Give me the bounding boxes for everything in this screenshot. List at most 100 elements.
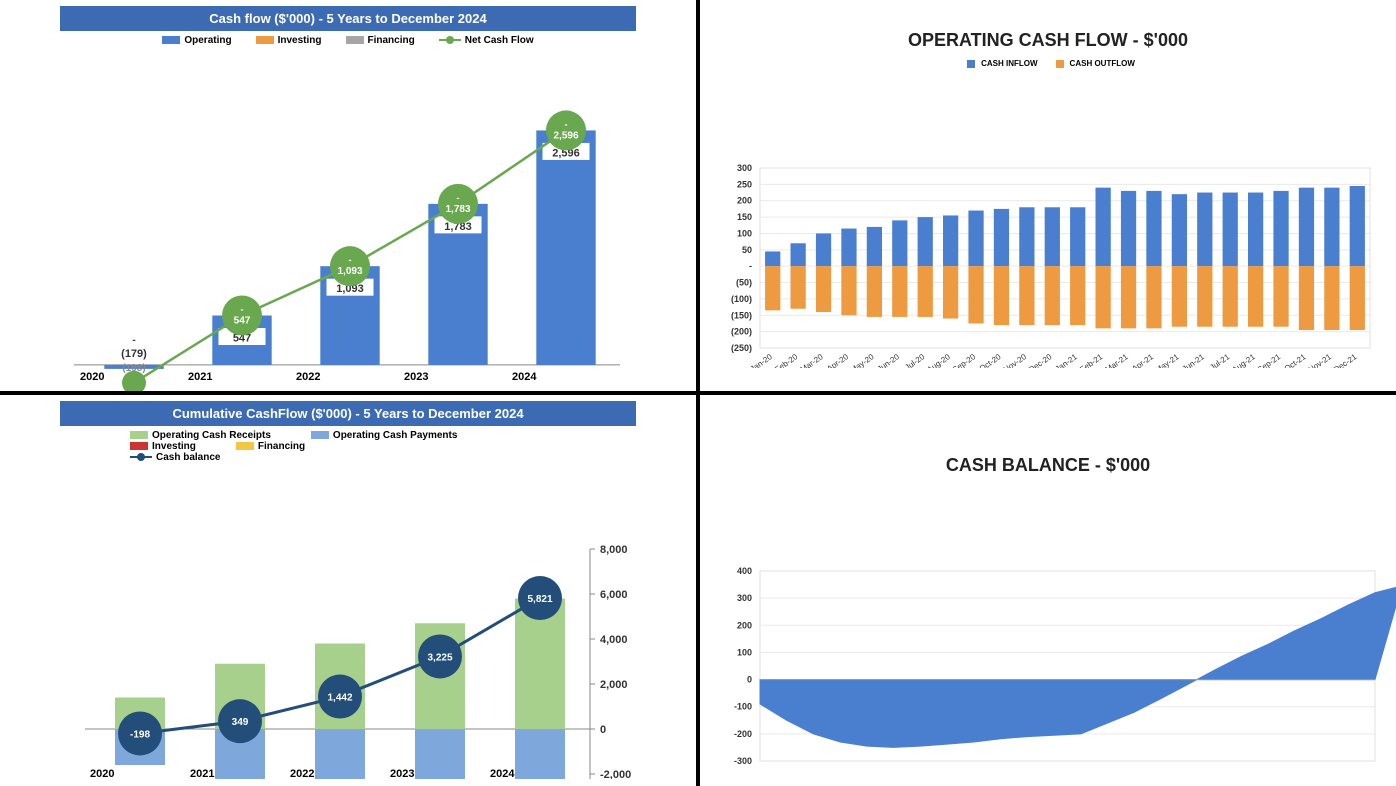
- svg-text:Mar-21: Mar-21: [1110, 765, 1136, 766]
- svg-text:May-20: May-20: [848, 352, 875, 368]
- svg-text:-: -: [241, 304, 244, 314]
- svg-text:8,000: 8,000: [600, 544, 628, 556]
- svg-text:-: -: [457, 193, 460, 203]
- svg-text:Apr-21: Apr-21: [1137, 765, 1162, 766]
- svg-text:200: 200: [737, 620, 752, 630]
- panel1-chart: 5471,0931,7832,596-(179)(198)(19)-547-1,…: [0, 52, 696, 391]
- svg-text:Aug-20: Aug-20: [925, 352, 952, 368]
- op-cashflow-monthly-panel: OPERATING CASH FLOW - $'000 CASH INFLOW C…: [700, 0, 1396, 391]
- svg-text:250: 250: [737, 179, 752, 189]
- svg-text:May-21: May-21: [1153, 352, 1180, 368]
- svg-text:Jun-20: Jun-20: [876, 352, 902, 368]
- svg-text:5,821: 5,821: [527, 594, 552, 605]
- svg-text:Aug-20: Aug-20: [922, 765, 949, 766]
- panel2-title: OPERATING CASH FLOW - $'000: [700, 30, 1396, 51]
- svg-text:Oct-20: Oct-20: [978, 352, 1003, 368]
- svg-text:Mar-20: Mar-20: [789, 765, 815, 766]
- svg-text:-: -: [349, 255, 352, 265]
- svg-text:(250): (250): [731, 343, 752, 353]
- svg-text:Nov-21: Nov-21: [1323, 765, 1350, 766]
- legend-item: CASH OUTFLOW: [1050, 59, 1135, 68]
- legend-item: Operating Cash Payments: [311, 430, 457, 441]
- svg-text:Aug-21: Aug-21: [1243, 765, 1270, 766]
- legend-item: Investing: [256, 35, 322, 46]
- svg-text:Nov-21: Nov-21: [1307, 352, 1334, 368]
- svg-text:Oct-21: Oct-21: [1283, 352, 1308, 368]
- svg-text:(100): (100): [731, 294, 752, 304]
- legend-item: Financing: [236, 441, 305, 452]
- svg-text:Apr-21: Apr-21: [1130, 352, 1155, 368]
- svg-text:Jan-20: Jan-20: [749, 352, 775, 368]
- svg-text:300: 300: [737, 163, 752, 173]
- panel1-legend: Operating Investing Financing Net Cash Flow: [0, 35, 696, 46]
- legend-item: Investing: [130, 441, 196, 452]
- svg-text:-200: -200: [734, 729, 752, 739]
- svg-text:0: 0: [747, 675, 752, 685]
- cashflow-5yr-panel: Cash flow ($'000) - 5 Years to December …: [0, 0, 696, 391]
- svg-text:Jul-21: Jul-21: [1208, 352, 1231, 368]
- svg-text:Sep-21: Sep-21: [1256, 352, 1283, 368]
- panel3-legend: Operating Cash Receipts Operating Cash Pa…: [0, 430, 696, 463]
- panel2-chart: 30025020015010050-(50)(100)(150)(200)(25…: [700, 68, 1396, 368]
- panel4-title: CASH BALANCE - $'000: [700, 455, 1396, 476]
- svg-text:-300: -300: [734, 756, 752, 766]
- svg-text:(50): (50): [736, 278, 752, 288]
- svg-text:Dec-21: Dec-21: [1332, 352, 1359, 368]
- legend-item: Financing: [346, 35, 415, 46]
- legend-item: CASH INFLOW: [961, 59, 1037, 68]
- svg-text:100: 100: [737, 228, 752, 238]
- svg-text:1,783: 1,783: [445, 204, 470, 215]
- svg-text:Feb-21: Feb-21: [1078, 352, 1104, 368]
- svg-text:May-20: May-20: [841, 765, 868, 766]
- panel4-chart: 4003002001000-100-200-300Jan-20Feb-20Mar…: [700, 476, 1396, 766]
- svg-text:1,093: 1,093: [337, 266, 362, 277]
- svg-text:Jul-21: Jul-21: [1219, 765, 1242, 766]
- panel3-chart: 8,0006,0004,0002,0000-2,000-4,000-198349…: [0, 469, 696, 779]
- svg-text:Jun-21: Jun-21: [1181, 352, 1207, 368]
- svg-text:Dec-21: Dec-21: [1350, 765, 1377, 766]
- svg-text:150: 150: [737, 212, 752, 222]
- svg-text:Aug-21: Aug-21: [1230, 352, 1257, 368]
- svg-text:Dec-20: Dec-20: [1027, 352, 1054, 368]
- svg-text:Feb-20: Feb-20: [762, 765, 788, 766]
- panel1-xaxis: 20202021202220232024: [0, 371, 696, 383]
- svg-text:Sep-20: Sep-20: [951, 352, 978, 368]
- svg-text:3,225: 3,225: [427, 652, 452, 663]
- cumulative-cashflow-panel: Cumulative CashFlow ($'000) - 5 Years to…: [0, 395, 696, 786]
- svg-text:(150): (150): [731, 310, 752, 320]
- svg-text:Dec-20: Dec-20: [1029, 765, 1056, 766]
- svg-text:Sep-21: Sep-21: [1270, 765, 1297, 766]
- cash-balance-monthly-panel: CASH BALANCE - $'000 400 300 200 100 0 -100 -2…: [700, 395, 1396, 786]
- panel3-xaxis: 20202021202220232024: [0, 768, 696, 780]
- svg-text:100: 100: [737, 647, 752, 657]
- svg-text:4,000: 4,000: [600, 634, 628, 646]
- legend-item: Net Cash Flow: [439, 35, 534, 46]
- svg-text:-: -: [132, 335, 135, 346]
- svg-text:-198: -198: [130, 729, 150, 740]
- svg-text:-: -: [565, 119, 568, 129]
- legend-item: Cash balance: [130, 452, 220, 463]
- svg-text:Nov-20: Nov-20: [1002, 765, 1029, 766]
- svg-text:Mar-21: Mar-21: [1104, 352, 1130, 368]
- svg-text:-: -: [749, 261, 752, 271]
- svg-text:2,000: 2,000: [600, 679, 628, 691]
- svg-text:349: 349: [232, 717, 249, 728]
- svg-text:Feb-20: Feb-20: [773, 352, 799, 368]
- svg-text:2,596: 2,596: [553, 130, 578, 141]
- svg-text:0: 0: [600, 724, 606, 736]
- svg-text:300: 300: [737, 593, 752, 603]
- svg-text:Oct-21: Oct-21: [1298, 765, 1323, 766]
- svg-text:-100: -100: [734, 702, 752, 712]
- svg-text:400: 400: [737, 566, 752, 576]
- svg-text:547: 547: [234, 315, 251, 326]
- legend-item: Operating: [162, 35, 231, 46]
- panel1-title: Cash flow ($'000) - 5 Years to December …: [60, 6, 636, 31]
- svg-text:Feb-21: Feb-21: [1083, 765, 1109, 766]
- svg-text:Jan-21: Jan-21: [1057, 765, 1083, 766]
- svg-text:May-21: May-21: [1162, 765, 1189, 766]
- legend-item: Operating Cash Receipts: [130, 430, 271, 441]
- svg-text:Sep-20: Sep-20: [949, 765, 976, 766]
- svg-text:Apr-20: Apr-20: [817, 765, 842, 766]
- svg-text:1,442: 1,442: [327, 693, 352, 704]
- svg-text:Jun-21: Jun-21: [1191, 765, 1217, 766]
